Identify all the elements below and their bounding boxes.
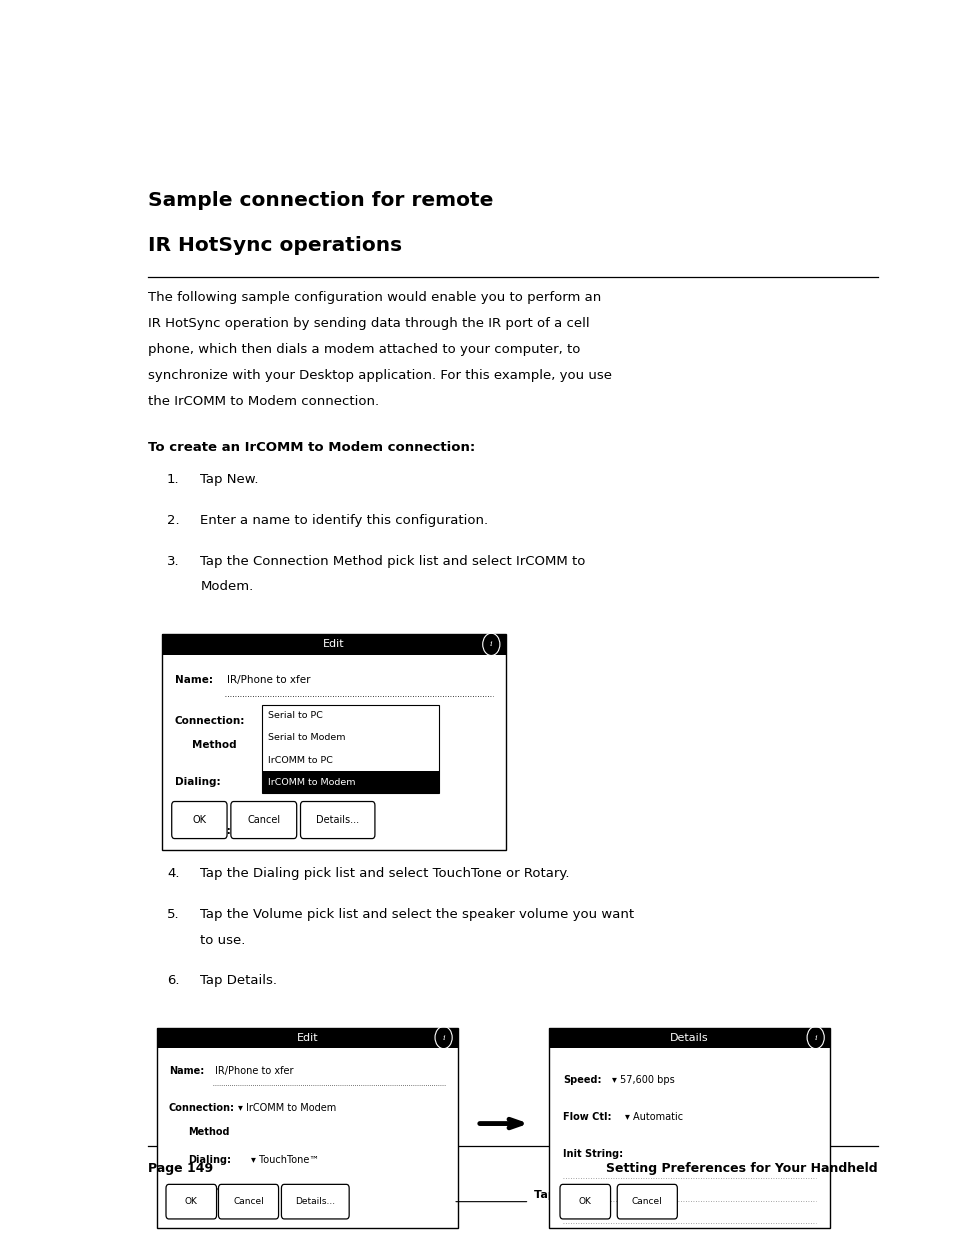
Text: Volume:: Volume: — [188, 1186, 233, 1195]
Bar — [157, 1028, 457, 1228]
Text: Connection:: Connection: — [174, 716, 245, 726]
Text: Volume:: Volume: — [184, 826, 232, 836]
Text: the IrCOMM to Modem connection.: the IrCOMM to Modem connection. — [148, 395, 378, 409]
Text: Setting Preferences for Your Handheld: Setting Preferences for Your Handheld — [605, 1162, 877, 1176]
Text: IrCOMM to Modem: IrCOMM to Modem — [268, 778, 355, 787]
Text: Method: Method — [188, 1126, 230, 1136]
Text: Edit: Edit — [296, 1032, 318, 1042]
Text: Dialing:: Dialing: — [188, 1155, 231, 1165]
FancyBboxPatch shape — [617, 1184, 677, 1219]
Text: Cancel: Cancel — [631, 1197, 662, 1207]
Text: Details...: Details... — [315, 815, 359, 825]
FancyBboxPatch shape — [218, 1184, 278, 1219]
FancyBboxPatch shape — [281, 1184, 349, 1219]
Text: ▾ Low: ▾ Low — [255, 826, 284, 836]
Text: Flow Ctl:: Flow Ctl: — [562, 1112, 611, 1121]
Text: phone, which then dials a modem attached to your computer, to: phone, which then dials a modem attached… — [148, 343, 579, 357]
Bar — [262, 772, 438, 794]
Text: Page 149: Page 149 — [148, 1162, 213, 1176]
Text: Dialing:: Dialing: — [174, 777, 220, 788]
Text: Speed:: Speed: — [562, 1074, 600, 1084]
Text: ▾ Low: ▾ Low — [251, 1186, 278, 1195]
Text: i: i — [490, 641, 492, 648]
Text: 6.: 6. — [167, 974, 179, 988]
Text: 2.: 2. — [167, 514, 179, 527]
Text: Cancel: Cancel — [233, 1197, 264, 1207]
Text: Tap here: Tap here — [534, 1191, 588, 1200]
Text: Name:: Name: — [174, 676, 213, 685]
Text: Details: Details — [669, 1032, 708, 1042]
Text: Details...: Details... — [294, 1197, 335, 1207]
Text: ▾ TouchTone™: ▾ TouchTone™ — [251, 1155, 318, 1165]
Text: Enter a name to identify this configuration.: Enter a name to identify this configurat… — [200, 514, 488, 527]
Text: Cancel: Cancel — [247, 815, 280, 825]
Text: ▾ 57,600 bps: ▾ 57,600 bps — [612, 1074, 675, 1084]
FancyBboxPatch shape — [231, 802, 296, 839]
FancyBboxPatch shape — [166, 1184, 216, 1219]
Text: Init String:: Init String: — [562, 1149, 622, 1158]
Text: Method: Method — [192, 741, 236, 751]
Bar — [162, 634, 505, 656]
Text: To create an IrCOMM to Modem connection:: To create an IrCOMM to Modem connection: — [148, 441, 475, 454]
FancyBboxPatch shape — [559, 1184, 610, 1219]
Text: Tap Details.: Tap Details. — [200, 974, 277, 988]
Text: Serial to Modem: Serial to Modem — [268, 734, 345, 742]
Text: IR/Phone to xfer: IR/Phone to xfer — [227, 676, 311, 685]
Bar — [162, 634, 505, 850]
Text: OK: OK — [185, 1197, 197, 1207]
Text: Tap the Connection Method pick list and select IrCOMM to: Tap the Connection Method pick list and … — [200, 555, 585, 568]
Text: 4.: 4. — [167, 867, 179, 881]
Text: Modem.: Modem. — [200, 580, 253, 594]
FancyBboxPatch shape — [172, 802, 227, 839]
Text: Tap New.: Tap New. — [200, 473, 258, 487]
Text: ▾ Automatic: ▾ Automatic — [624, 1112, 682, 1121]
Text: Name:: Name: — [169, 1066, 204, 1076]
Text: IR HotSync operation by sending data through the IR port of a cell: IR HotSync operation by sending data thr… — [148, 317, 589, 331]
Text: Serial to PC: Serial to PC — [268, 711, 323, 720]
Text: 3.: 3. — [167, 555, 179, 568]
Text: to use.: to use. — [200, 934, 246, 947]
Bar — [157, 1028, 457, 1047]
Text: IrCOMM to PC: IrCOMM to PC — [268, 756, 333, 764]
Text: Tap the Volume pick list and select the speaker volume you want: Tap the Volume pick list and select the … — [200, 908, 634, 921]
FancyBboxPatch shape — [300, 802, 375, 839]
Text: 1.: 1. — [167, 473, 179, 487]
Text: Connection:: Connection: — [169, 1103, 234, 1113]
Text: IR HotSync operations: IR HotSync operations — [148, 236, 401, 254]
Bar — [262, 705, 438, 794]
Text: 5.: 5. — [167, 908, 179, 921]
Text: ▾ IrCOMM to Modem: ▾ IrCOMM to Modem — [238, 1103, 336, 1113]
Text: Edit: Edit — [323, 640, 344, 650]
Bar — [548, 1028, 829, 1228]
Text: synchronize with your Desktop application. For this example, you use: synchronize with your Desktop applicatio… — [148, 369, 611, 383]
Text: Sample connection for remote: Sample connection for remote — [148, 191, 493, 210]
Text: i: i — [442, 1034, 444, 1041]
Text: Tap the Dialing pick list and select TouchTone or Rotary.: Tap the Dialing pick list and select Tou… — [200, 867, 569, 881]
Text: OK: OK — [578, 1197, 591, 1207]
Text: i: i — [814, 1034, 816, 1041]
Bar — [548, 1028, 829, 1047]
Text: OK: OK — [193, 815, 206, 825]
Text: The following sample configuration would enable you to perform an: The following sample configuration would… — [148, 291, 600, 305]
Text: IR/Phone to xfer: IR/Phone to xfer — [214, 1066, 293, 1076]
